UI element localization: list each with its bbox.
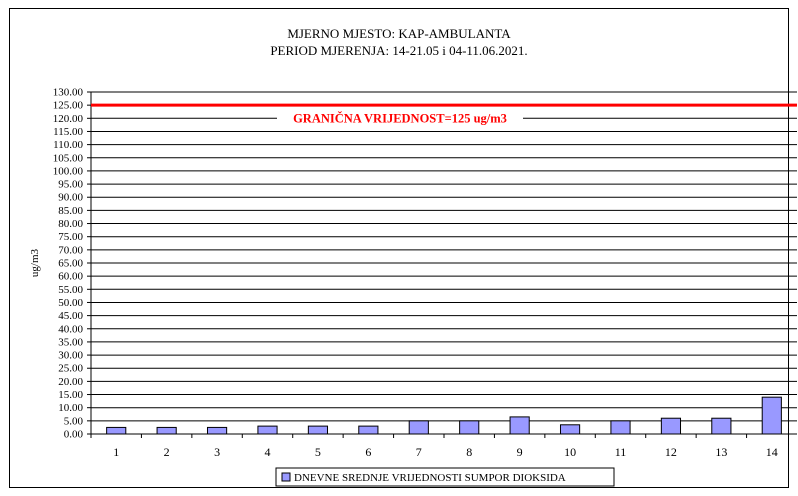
x-tick-label: 8 [466, 445, 472, 459]
y-tick-label: 0.00 [64, 429, 84, 441]
legend-swatch [281, 472, 291, 482]
y-tick-label: 20.00 [58, 376, 83, 388]
y-tick-label: 65.00 [58, 258, 83, 270]
limit-label-background [277, 110, 523, 126]
bar [610, 420, 631, 435]
y-tick-label: 85.00 [58, 205, 83, 217]
y-tick-label: 105.00 [53, 152, 84, 164]
x-tick-label: 3 [214, 445, 220, 459]
y-tick-label: 25.00 [58, 363, 83, 375]
y-tick-label: 50.00 [58, 297, 83, 309]
x-tick-label: 10 [564, 445, 576, 459]
chart-title: MJERNO MJESTO: KAP-AMBULANTA [287, 26, 511, 41]
bar [711, 417, 732, 435]
y-tick-label: 70.00 [58, 244, 83, 256]
legend: DNEVNE SREDNJE VRIJEDNOSTI SUMPOR DIOKSI… [275, 467, 615, 487]
gridlines [91, 91, 797, 435]
x-tick-label: 14 [766, 445, 778, 459]
bar [106, 426, 127, 435]
bar-series [106, 396, 782, 435]
bar [559, 424, 581, 435]
x-tick-label: 5 [315, 445, 321, 459]
bar [761, 396, 782, 435]
y-tick-label: 10.00 [58, 402, 83, 414]
y-axis-label: ug/m3 [29, 248, 41, 277]
y-tick-label: 5.00 [64, 415, 84, 427]
y-tick-label: 95.00 [58, 179, 83, 191]
bar [257, 425, 278, 435]
x-tick-label: 12 [665, 445, 677, 459]
bar [509, 416, 530, 435]
y-tick-label: 90.00 [58, 192, 83, 204]
bar [459, 420, 480, 435]
y-tick-label: 75.00 [58, 231, 83, 243]
bar [156, 426, 177, 435]
chart-subtitle: PERIOD MJERENJA: 14-21.05 i 04-11.06.202… [270, 43, 528, 58]
x-axis: 1 2 3 4 5 6 7 8 9 10 11 12 13 14 [90, 433, 797, 459]
bar [307, 425, 329, 435]
bar [660, 417, 682, 435]
x-tick-label: 1 [113, 445, 119, 459]
y-tick-label: 120.00 [53, 113, 84, 125]
x-tick-label: 9 [517, 445, 523, 459]
legend-label: DNEVNE SREDNJE VRIJEDNOSTI SUMPOR DIOKSI… [294, 472, 566, 484]
y-tick-label: 130.00 [53, 87, 84, 99]
y-tick-label: 30.00 [58, 350, 83, 362]
bar [206, 426, 228, 435]
bar [358, 425, 379, 435]
x-tick-label: 2 [164, 445, 170, 459]
limit-label: GRANIČNA VRIJEDNOST=125 ug/m3 [293, 111, 507, 125]
x-tick-label: 11 [615, 445, 627, 459]
x-tick-label: 13 [715, 445, 727, 459]
y-tick-label: 100.00 [53, 165, 84, 177]
y-tick-label: 15.00 [58, 389, 83, 401]
y-tick-label: 35.00 [58, 336, 83, 348]
y-tick-label: 55.00 [58, 284, 83, 296]
y-tick-label: 125.00 [53, 100, 84, 112]
x-tick-label: 6 [365, 445, 371, 459]
y-tick-label: 40.00 [58, 323, 83, 335]
y-tick-label: 115.00 [53, 126, 83, 138]
y-tick-label: 80.00 [58, 218, 83, 230]
y-tick-label: 60.00 [58, 271, 83, 283]
y-tick-label: 45.00 [58, 310, 83, 322]
bar [408, 420, 429, 435]
legend-box [275, 467, 615, 487]
x-tick-label: 7 [416, 445, 422, 459]
y-tick-label: 110.00 [53, 139, 83, 151]
x-tick-label: 4 [265, 445, 271, 459]
